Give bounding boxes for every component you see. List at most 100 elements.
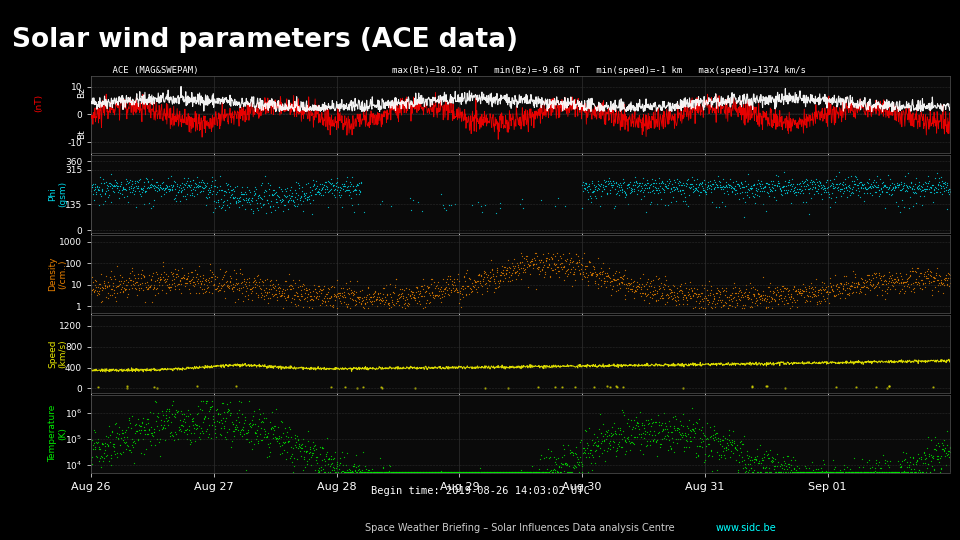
Point — [593, 179, 609, 188]
Point — [696, 457, 711, 466]
Point — [319, 450, 334, 458]
Point — [789, 468, 804, 477]
Point — [418, 468, 433, 477]
Point — [430, 284, 445, 292]
Point — [353, 178, 369, 187]
Point — [433, 468, 448, 477]
Point — [828, 383, 844, 391]
Point — [828, 292, 843, 300]
Point — [610, 181, 625, 190]
Point — [647, 285, 662, 294]
Point — [886, 468, 901, 477]
Point — [847, 179, 862, 188]
Point — [586, 268, 601, 277]
Point — [763, 297, 779, 306]
Point — [439, 468, 454, 477]
Point — [108, 420, 123, 428]
Point — [365, 468, 380, 477]
Point — [374, 197, 390, 205]
Point — [873, 274, 888, 282]
Point — [842, 186, 857, 195]
Point — [162, 185, 178, 194]
Point — [166, 436, 181, 444]
Point — [298, 294, 313, 302]
Point — [938, 444, 953, 453]
Point — [796, 287, 811, 295]
Point — [660, 431, 676, 440]
Point — [318, 289, 333, 298]
Point — [917, 455, 932, 464]
Point — [443, 468, 458, 477]
Point — [253, 424, 269, 433]
Point — [522, 261, 538, 269]
Point — [100, 442, 115, 450]
Point — [220, 404, 235, 413]
Point — [406, 468, 421, 477]
Point — [706, 292, 721, 301]
Point — [387, 288, 402, 297]
Point — [103, 275, 118, 284]
Point — [802, 288, 817, 296]
Point — [742, 303, 757, 312]
Point — [362, 468, 377, 477]
Point — [492, 468, 508, 477]
Point — [170, 181, 185, 190]
Point — [551, 273, 566, 281]
Point — [140, 415, 156, 423]
Point — [340, 285, 355, 294]
Point — [248, 279, 263, 288]
Point — [92, 444, 108, 453]
Point — [869, 172, 884, 180]
Point — [132, 190, 148, 199]
Point — [839, 183, 854, 191]
Point — [450, 468, 466, 477]
Point — [207, 271, 223, 280]
Point — [940, 275, 955, 284]
Point — [354, 297, 370, 306]
Point — [578, 180, 593, 189]
Point — [633, 408, 648, 417]
Point — [538, 253, 553, 262]
Point — [449, 468, 465, 477]
Point — [619, 281, 635, 289]
Point — [473, 201, 489, 210]
Point — [366, 468, 381, 477]
Point — [702, 439, 717, 448]
Point — [100, 433, 115, 441]
Point — [799, 468, 814, 477]
Point — [286, 200, 301, 209]
Point — [372, 294, 388, 303]
Point — [632, 180, 647, 189]
Point — [577, 183, 592, 192]
Point — [907, 468, 923, 477]
Point — [278, 277, 294, 286]
Point — [621, 279, 636, 287]
Point — [483, 468, 498, 477]
Point — [219, 408, 234, 417]
Point — [426, 468, 442, 477]
Point — [249, 272, 264, 280]
Point — [122, 185, 137, 193]
Point — [943, 448, 958, 457]
Point — [715, 286, 731, 295]
Point — [177, 428, 192, 437]
Point — [786, 188, 802, 197]
Point — [723, 290, 738, 299]
Point — [714, 295, 730, 304]
Point — [700, 183, 715, 192]
Point — [833, 279, 849, 287]
Point — [635, 269, 650, 278]
Point — [100, 186, 115, 195]
Point — [727, 185, 742, 194]
Point — [147, 185, 162, 194]
Point — [158, 407, 174, 415]
Point — [322, 454, 337, 462]
Point — [941, 270, 956, 279]
Point — [95, 440, 110, 448]
Point — [166, 278, 181, 287]
Point — [89, 183, 105, 192]
Point — [321, 188, 336, 197]
Point — [621, 180, 636, 188]
Point — [104, 169, 119, 178]
Point — [676, 410, 691, 418]
